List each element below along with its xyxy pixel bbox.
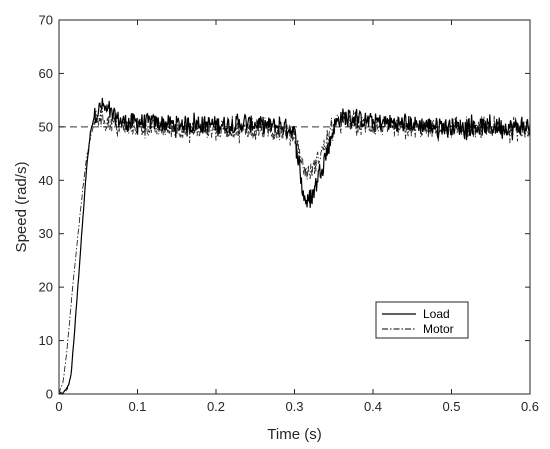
x-tick-labels: 0 0.1 0.2 0.3 0.4 0.5 0.6 bbox=[55, 399, 539, 414]
y-tick-label: 20 bbox=[39, 280, 53, 295]
legend-entry-motor: Motor bbox=[423, 322, 454, 336]
x-axis-label: Time (s) bbox=[267, 426, 321, 443]
x-tick-label: 0.4 bbox=[364, 399, 382, 414]
y-tick-label: 0 bbox=[46, 387, 53, 402]
y-tick-label: 50 bbox=[39, 119, 53, 134]
y-tick-label: 70 bbox=[39, 13, 53, 28]
legend: Load Motor bbox=[375, 301, 469, 339]
legend-box bbox=[375, 301, 469, 339]
x-tick-label: 0.3 bbox=[285, 399, 303, 414]
y-tick-label: 40 bbox=[39, 173, 53, 188]
x-tick-label: 0.5 bbox=[442, 399, 460, 414]
x-tick-label: 0.6 bbox=[521, 399, 539, 414]
y-tick-label: 10 bbox=[39, 333, 53, 348]
x-tick-label: 0.2 bbox=[207, 399, 225, 414]
y-tick-label: 30 bbox=[39, 226, 53, 241]
legend-entry-load: Load bbox=[423, 307, 450, 321]
y-tick-label: 60 bbox=[39, 66, 53, 81]
y-axis-label: Speed (rad/s) bbox=[13, 162, 30, 253]
y-tick-labels: 0 10 20 30 40 50 60 70 bbox=[39, 13, 53, 402]
x-tick-label: 0.1 bbox=[128, 399, 146, 414]
series-layer bbox=[58, 97, 531, 396]
series-line-motor bbox=[58, 106, 531, 395]
x-tick-label: 0 bbox=[55, 399, 62, 414]
ticks-layer bbox=[58, 19, 531, 395]
